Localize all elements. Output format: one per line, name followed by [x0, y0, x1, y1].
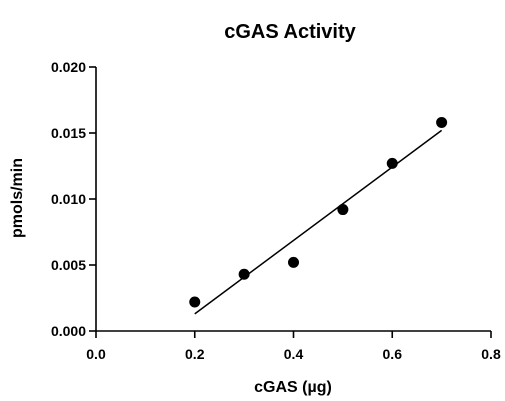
- x-tick-label: 0.2: [185, 346, 205, 362]
- x-tick-label: 0.6: [383, 346, 403, 362]
- x-tick-label: 0.0: [86, 346, 106, 362]
- y-tick-label: 0.010: [51, 191, 86, 207]
- y-axis-ticks: 0.000 0.005 0.010 0.015 0.020: [51, 59, 96, 339]
- data-point: [337, 204, 349, 216]
- x-axis-label: cGAS (µg): [254, 379, 332, 396]
- data-point: [436, 116, 448, 128]
- data-point: [238, 268, 250, 280]
- y-tick-label: 0.020: [51, 59, 86, 75]
- data-point: [386, 157, 398, 169]
- chart-title: cGAS Activity: [224, 21, 356, 43]
- y-axis-label: pmols/min: [9, 158, 26, 238]
- regression-line: [194, 129, 443, 315]
- data-point: [189, 296, 201, 308]
- data-points: [189, 116, 448, 308]
- fit-line-group: [194, 129, 443, 315]
- y-tick-label: 0.000: [51, 323, 86, 339]
- y-tick-label: 0.005: [51, 257, 86, 273]
- data-point: [288, 256, 299, 268]
- x-tick-label: 0.8: [481, 346, 501, 362]
- x-axis-ticks: 0.0 0.2 0.4 0.6 0.8: [86, 331, 501, 362]
- x-tick-label: 0.4: [284, 346, 304, 362]
- y-tick-label: 0.015: [51, 125, 86, 141]
